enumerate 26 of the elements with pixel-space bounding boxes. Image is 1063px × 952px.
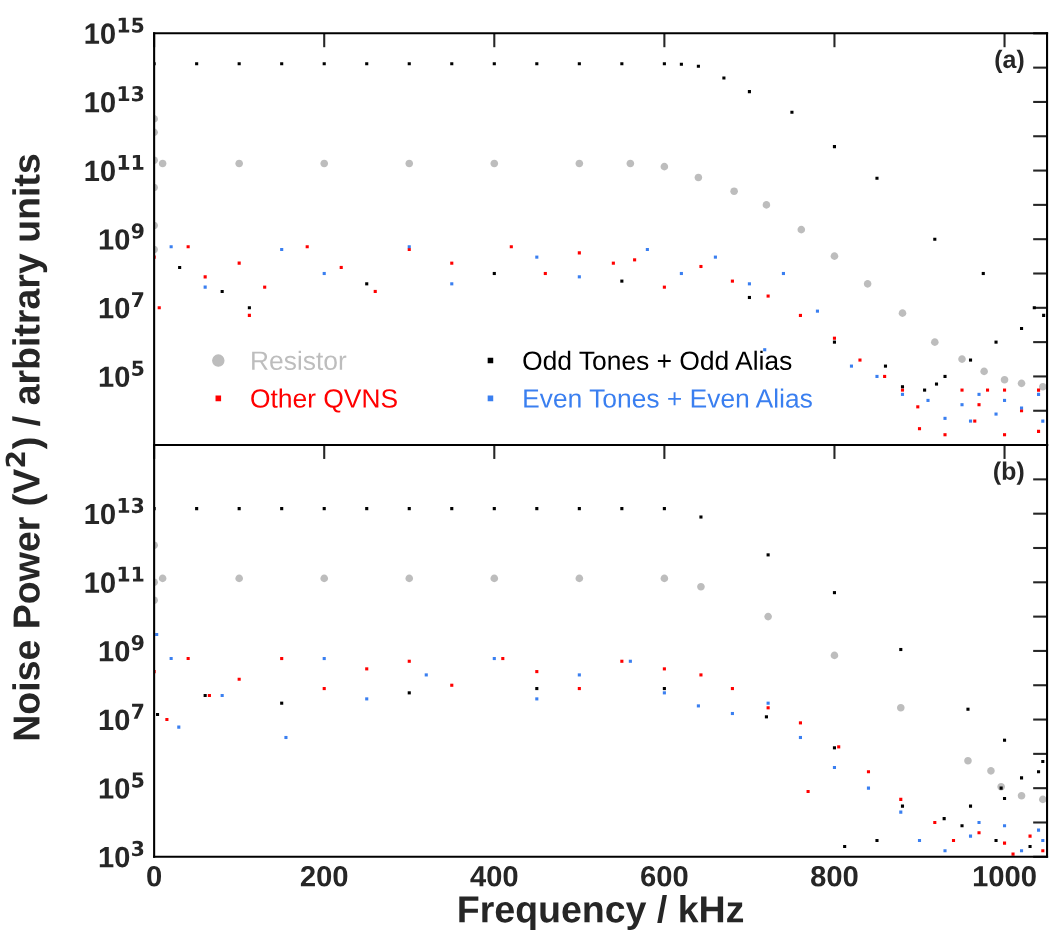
y-tick-label: 10$^{11}$	[85, 154, 144, 182]
y-axis-title: Noise Power (V$^{2}$) / arbitrary units	[5, 154, 48, 740]
x-tick-label: 0	[147, 865, 162, 887]
x-tick-label: 1000	[973, 865, 1036, 887]
y-tick-label: 10$^{3}$	[99, 840, 144, 868]
y-tick-label: 10$^{15}$	[85, 17, 144, 44]
x-tick-label: 200	[300, 865, 348, 887]
y-tick-label: 10$^{13}$	[85, 85, 144, 113]
x-tick-label: 600	[641, 865, 688, 887]
y-tick-label: 10$^{7}$	[99, 292, 144, 319]
legend-label: Even Tones + Even Alias	[524, 388, 812, 408]
legend-label: Resistor	[252, 350, 347, 371]
x-tick-label: 800	[811, 865, 858, 887]
y-tick-label: 10$^{9}$	[99, 634, 144, 662]
annotation: (b)	[994, 461, 1024, 485]
y-tick-label: 10$^{5}$	[99, 772, 144, 799]
x-axis-title: Frequency / kHz	[459, 895, 744, 931]
y-tick-label: 10$^{7}$	[99, 703, 144, 731]
y-tick-label: 10$^{9}$	[99, 223, 144, 250]
y-tick-label: 10$^{5}$	[99, 360, 144, 388]
legend-label: Odd Tones + Odd Alias	[523, 350, 792, 371]
x-tick-label: 400	[470, 865, 518, 887]
legend-label: Other QVNS	[251, 388, 397, 413]
annotation: (a)	[995, 49, 1024, 74]
y-tick-label: 10$^{13}$	[85, 497, 144, 525]
y-tick-label: 10$^{11}$	[85, 566, 144, 593]
